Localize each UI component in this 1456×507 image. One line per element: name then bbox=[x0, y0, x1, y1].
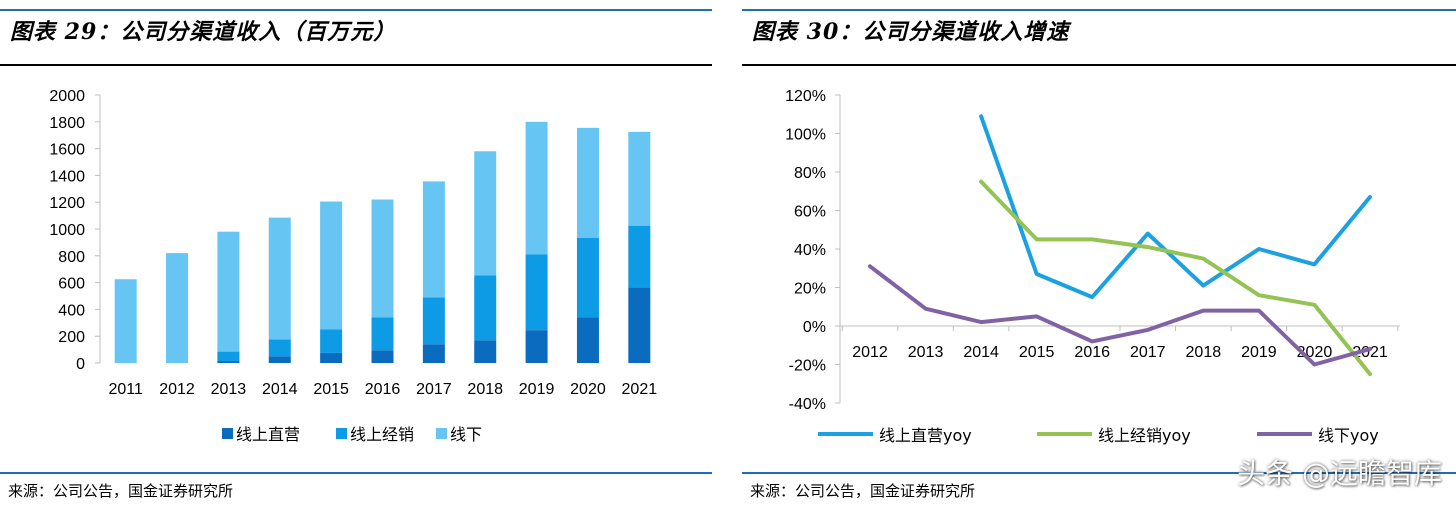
y-tick-label: 200 bbox=[58, 329, 85, 346]
bar-segment bbox=[628, 287, 651, 363]
bar-segment bbox=[114, 279, 137, 363]
y-tick-label: 20% bbox=[794, 281, 826, 298]
y-tick-label: 1600 bbox=[49, 142, 85, 159]
y-tick-label: 120% bbox=[785, 88, 826, 105]
bar-segment bbox=[525, 330, 548, 363]
x-tick-label: 2021 bbox=[622, 381, 658, 398]
bar-segment bbox=[320, 352, 343, 363]
bar-segment bbox=[320, 329, 343, 353]
bar-segment bbox=[371, 199, 394, 318]
left-chart-panel: 图表 29：公司分渠道收入（百万元） 0 200 400 600 800 1000 1200… bbox=[0, 0, 712, 507]
y-tick-label: 2000 bbox=[49, 88, 85, 105]
x-tick-label: 2015 bbox=[313, 381, 349, 398]
bar-segment bbox=[474, 340, 497, 363]
bar-segment bbox=[576, 127, 599, 238]
x-tick-label: 2016 bbox=[365, 381, 401, 398]
chart-title: 图表 29：公司分渠道收入（百万元） bbox=[10, 19, 397, 45]
legend-label: 线下 bbox=[450, 425, 482, 444]
right-chart-panel: 图表 30：公司分渠道收入增速 -40% -20% 0% 20% 40% 60% 80% 10… bbox=[742, 0, 1456, 507]
x-tick-label: 2017 bbox=[416, 381, 452, 398]
stacked-bar-chart: 0 200 400 600 800 1000 1200 1400 1600 1800 2000 201… bbox=[49, 88, 658, 444]
x-tick-label: 2016 bbox=[1074, 344, 1110, 361]
y-tick-label: 0 bbox=[76, 356, 85, 373]
y-tick-label: 100% bbox=[785, 127, 826, 144]
bar-segment bbox=[576, 237, 599, 318]
legend-label: 线上直营 bbox=[236, 425, 300, 444]
bar-segment bbox=[525, 254, 548, 331]
bar-segment bbox=[628, 131, 651, 226]
y-tick-label: -20% bbox=[789, 358, 826, 375]
bar-segment bbox=[422, 297, 445, 345]
x-tick-label: 2019 bbox=[1241, 344, 1277, 361]
series-line bbox=[979, 179, 1372, 377]
source-note: 来源：公司公告，国金证券研究所 bbox=[750, 482, 976, 500]
x-tick-label: 2015 bbox=[1019, 344, 1055, 361]
legend-swatch bbox=[222, 428, 233, 439]
legend-label: 线下yoy bbox=[1318, 426, 1379, 445]
bar-segment bbox=[422, 344, 445, 363]
legend-swatch bbox=[436, 428, 447, 439]
x-tick-label: 2017 bbox=[1130, 344, 1166, 361]
bottom-rule bbox=[0, 472, 712, 474]
legend-label: 线上经销 bbox=[350, 425, 414, 444]
bar-segment bbox=[217, 231, 240, 352]
bar-segment bbox=[320, 201, 343, 330]
y-tick-label: 0% bbox=[803, 319, 826, 336]
title-rule bbox=[742, 64, 1456, 66]
x-tick-label: 2012 bbox=[852, 344, 888, 361]
bar-segment bbox=[217, 351, 240, 361]
y-tick-label: 1800 bbox=[49, 115, 85, 132]
bar-segment bbox=[371, 317, 394, 351]
legend-label: 线上经销yoy bbox=[1098, 426, 1191, 445]
bar-segment bbox=[268, 339, 291, 357]
series-line bbox=[979, 114, 1372, 300]
top-rule bbox=[0, 9, 712, 11]
x-tick-label: 2011 bbox=[108, 381, 143, 398]
title-rule bbox=[0, 64, 712, 66]
x-tick-label: 2014 bbox=[262, 381, 298, 398]
y-tick-label: 400 bbox=[58, 302, 85, 319]
y-tick-label: 1200 bbox=[49, 195, 85, 212]
x-tick-label: 2014 bbox=[963, 344, 999, 361]
bar-segment bbox=[268, 217, 291, 340]
bar-segment bbox=[576, 317, 599, 363]
y-tick-label: 60% bbox=[794, 204, 826, 221]
bar-segment bbox=[474, 275, 497, 341]
bottom-rule bbox=[742, 472, 1456, 474]
bar-segment bbox=[268, 356, 291, 363]
legend-label: 线上直营yoy bbox=[879, 426, 972, 445]
bar-segment bbox=[166, 253, 189, 363]
x-tick-label: 2013 bbox=[211, 381, 247, 398]
line-chart: -40% -20% 0% 20% 40% 60% 80% 100% 120% 2012 2013 20… bbox=[785, 88, 1400, 445]
y-tick-label: 80% bbox=[794, 165, 826, 182]
y-tick-label: 800 bbox=[58, 249, 85, 266]
bar-segment bbox=[422, 181, 445, 298]
y-tick-label: 1400 bbox=[49, 168, 85, 185]
chart-title: 图表 30：公司分渠道收入增速 bbox=[752, 19, 1070, 45]
source-note: 来源：公司公告，国金证券研究所 bbox=[8, 482, 234, 500]
x-tick-label: 2021 bbox=[1352, 344, 1388, 361]
y-tick-label: 40% bbox=[794, 242, 826, 259]
bar-segment bbox=[474, 151, 497, 276]
x-tick-label: 2019 bbox=[519, 381, 555, 398]
x-tick-label: 2012 bbox=[159, 381, 195, 398]
x-tick-label: 2018 bbox=[467, 381, 503, 398]
y-tick-label: -40% bbox=[789, 396, 826, 413]
bar-segment bbox=[628, 225, 651, 288]
x-tick-label: 2018 bbox=[1186, 344, 1222, 361]
watermark: 头条 @远瞻智库 bbox=[1237, 457, 1442, 490]
series-line bbox=[868, 264, 1372, 367]
top-rule bbox=[742, 9, 1456, 11]
y-tick-label: 600 bbox=[58, 276, 85, 293]
bar-segment bbox=[217, 360, 240, 363]
x-tick-label: 2020 bbox=[570, 381, 606, 398]
x-tick-label: 2013 bbox=[908, 344, 944, 361]
y-tick-label: 1000 bbox=[49, 222, 85, 239]
bar-segment bbox=[525, 121, 548, 255]
legend-swatch bbox=[336, 428, 347, 439]
bar-segment bbox=[371, 350, 394, 363]
